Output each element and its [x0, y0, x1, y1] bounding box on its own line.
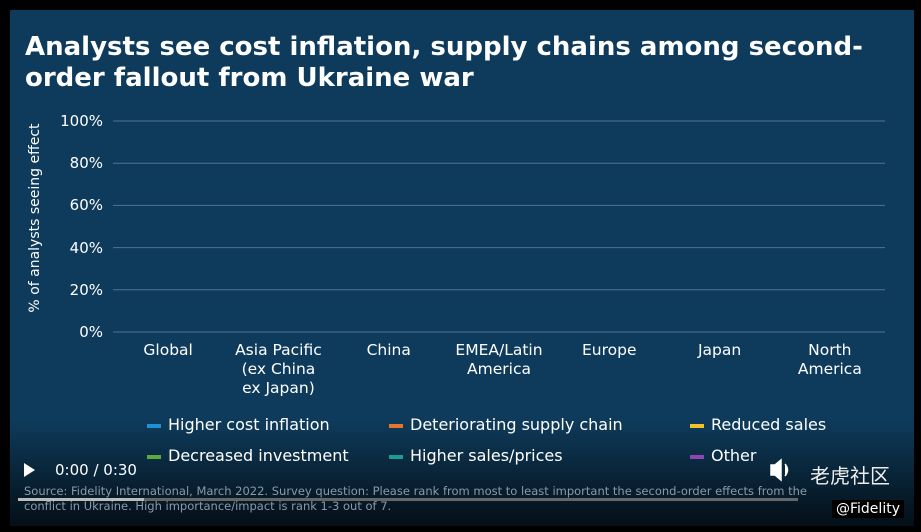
legend-swatch: [690, 424, 704, 428]
y-tick-label: 40%: [69, 238, 103, 257]
legend-swatch: [389, 455, 403, 459]
play-button: [24, 463, 35, 477]
legend-label: Other: [711, 446, 757, 465]
legend-label: Higher cost inflation: [168, 415, 330, 434]
credit: @Fidelity: [832, 500, 904, 518]
video-time: 0:00 / 0:30: [55, 461, 137, 479]
legend-swatch: [147, 455, 161, 459]
player-shade: [10, 420, 914, 526]
progress-buffer: [18, 498, 144, 501]
x-tick-label: Global: [143, 341, 193, 359]
legend-label: Decreased investment: [168, 446, 349, 465]
x-tick-label: Europe: [582, 341, 637, 359]
progress-track: [18, 498, 798, 501]
legend-swatch: [389, 424, 403, 428]
y-tick-label: 100%: [60, 112, 103, 130]
y-tick-label: 20%: [69, 280, 103, 299]
y-tick-label: 60%: [69, 196, 103, 215]
y-tick-label: 0%: [79, 323, 103, 341]
legend-swatch: [147, 424, 161, 428]
x-tick-label: Japan: [697, 341, 742, 359]
y-tick-label: 80%: [69, 154, 103, 173]
legend-swatch: [690, 455, 704, 459]
source-note: Source: Fidelity International, March 20…: [24, 484, 807, 513]
legend-label: Reduced sales: [711, 415, 827, 434]
x-tick-label: North America: [797, 341, 862, 378]
chart-title: Analysts see cost inflation, supply chai…: [25, 32, 863, 93]
volume-icon: [770, 458, 789, 482]
x-tick-label: China: [366, 341, 411, 359]
x-tick-label: EMEA/Latin America: [455, 341, 543, 378]
watermark: 老虎社区: [810, 464, 890, 488]
x-tick-label: Asia Pacific (ex China ex Japan): [235, 341, 322, 397]
legend-label: Higher sales/prices: [410, 446, 563, 465]
legend-label: Deteriorating supply chain: [410, 415, 623, 434]
